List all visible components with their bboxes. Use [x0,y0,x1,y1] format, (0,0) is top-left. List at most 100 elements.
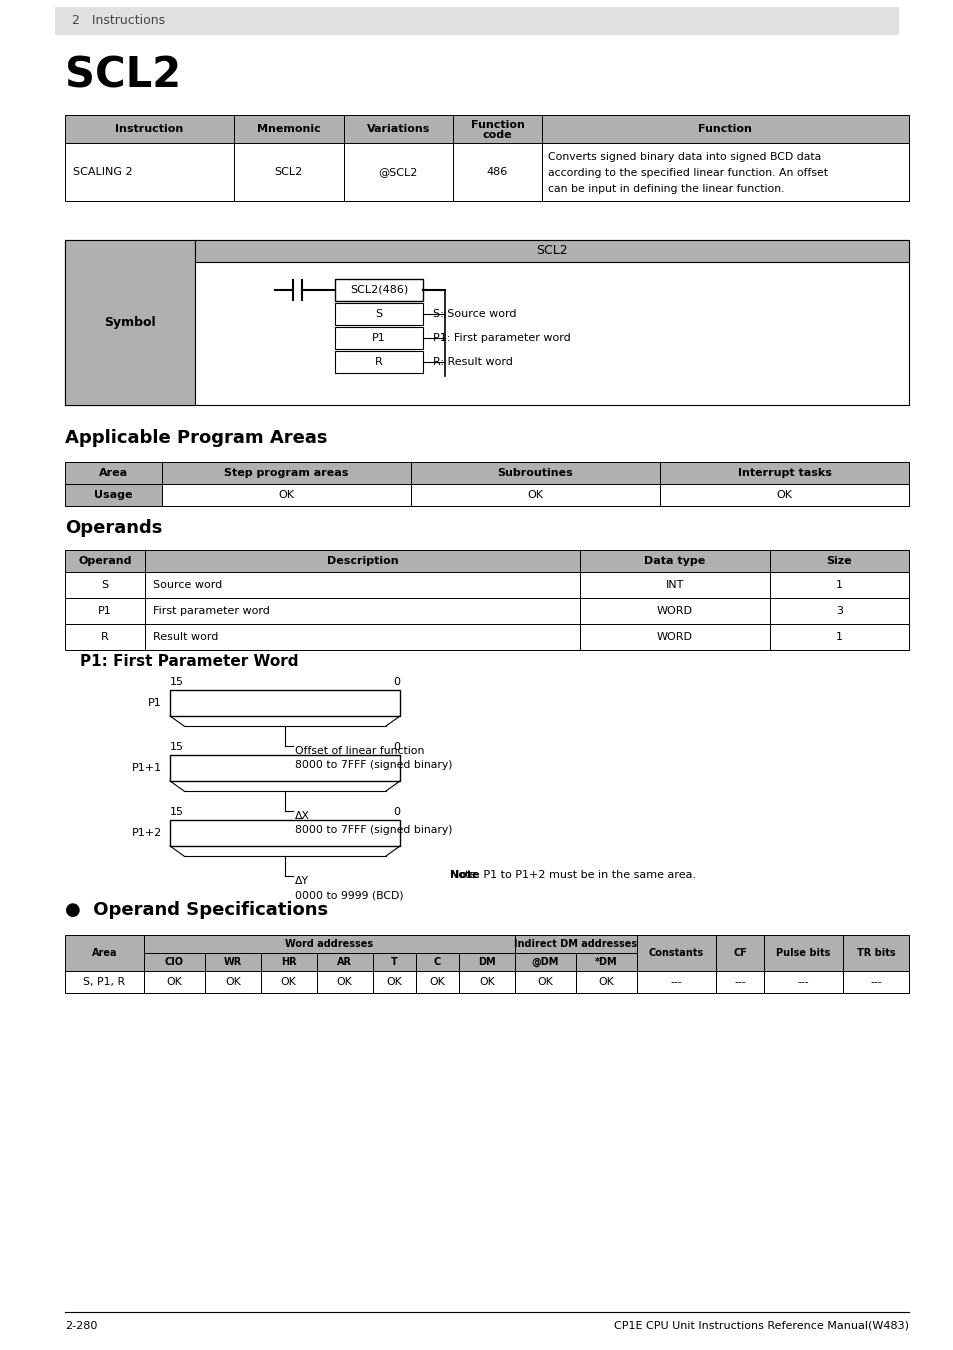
FancyBboxPatch shape [65,462,162,485]
FancyBboxPatch shape [144,971,205,994]
FancyBboxPatch shape [416,971,458,994]
Text: R: Result word: R: Result word [433,356,513,367]
Text: Mnemonic: Mnemonic [256,124,320,134]
Text: @SCL2: @SCL2 [378,167,417,177]
Text: Constants: Constants [648,948,703,958]
Text: P1: P1 [372,333,385,343]
Text: Subroutines: Subroutines [497,468,573,478]
FancyBboxPatch shape [842,971,908,994]
Text: C: C [434,957,440,967]
FancyBboxPatch shape [65,115,233,143]
Text: 15: 15 [170,743,184,752]
Text: Indirect DM addresses: Indirect DM addresses [514,940,637,949]
FancyBboxPatch shape [515,971,576,994]
FancyBboxPatch shape [144,953,205,971]
FancyBboxPatch shape [411,462,659,485]
Text: Result word: Result word [153,632,218,643]
Text: Size: Size [825,556,851,566]
Text: P1: P1 [98,606,112,616]
Text: can be input in defining the linear function.: can be input in defining the linear func… [547,184,783,194]
FancyBboxPatch shape [316,971,373,994]
FancyBboxPatch shape [65,143,233,201]
Text: P1: P1 [148,698,162,707]
FancyBboxPatch shape [416,953,458,971]
FancyBboxPatch shape [637,971,715,994]
Text: Data type: Data type [643,556,704,566]
FancyBboxPatch shape [145,572,579,598]
Text: SCL2: SCL2 [274,167,302,177]
Text: First parameter word: First parameter word [153,606,270,616]
Text: 0: 0 [393,743,399,752]
FancyBboxPatch shape [343,143,453,201]
FancyBboxPatch shape [145,598,579,624]
FancyBboxPatch shape [170,819,399,846]
Text: Function: Function [698,124,752,134]
FancyBboxPatch shape [205,953,260,971]
Text: DM: DM [477,957,496,967]
FancyBboxPatch shape [515,936,637,953]
Text: WORD: WORD [656,632,692,643]
Text: OK: OK [776,490,792,500]
Text: 8000 to 7FFF (signed binary): 8000 to 7FFF (signed binary) [294,825,452,836]
Text: Description: Description [326,556,398,566]
Text: 3: 3 [835,606,842,616]
Text: Instruction: Instruction [115,124,183,134]
Text: T: T [391,957,397,967]
Text: SCL2: SCL2 [536,244,567,258]
Text: WR: WR [223,957,242,967]
Text: Symbol: Symbol [104,316,155,329]
Text: 0: 0 [393,676,399,687]
FancyBboxPatch shape [769,624,908,649]
Text: ΔX: ΔX [294,811,310,821]
FancyBboxPatch shape [233,115,343,143]
Text: 1: 1 [835,632,842,643]
Text: Word addresses: Word addresses [285,940,373,949]
Text: S, P1, R: S, P1, R [83,977,126,987]
Text: SCALING 2: SCALING 2 [73,167,132,177]
Text: 15: 15 [170,676,184,687]
Text: Converts signed binary data into signed BCD data: Converts signed binary data into signed … [547,153,821,162]
Text: P1+1: P1+1 [132,763,162,774]
FancyBboxPatch shape [65,572,145,598]
Text: 2-280: 2-280 [65,1322,97,1331]
FancyBboxPatch shape [65,549,145,572]
FancyBboxPatch shape [373,953,416,971]
Text: Offset of linear function: Offset of linear function [294,747,424,756]
Text: S: Source word: S: Source word [433,309,516,319]
Text: code: code [482,130,512,139]
FancyBboxPatch shape [763,936,842,971]
Text: Operand: Operand [78,556,132,566]
FancyBboxPatch shape [55,7,898,35]
Text: 1: 1 [835,580,842,590]
Text: Area: Area [91,948,117,958]
FancyBboxPatch shape [65,971,144,994]
Text: Pulse bits: Pulse bits [776,948,830,958]
Text: ---: --- [670,977,681,987]
FancyBboxPatch shape [769,572,908,598]
FancyBboxPatch shape [715,971,763,994]
Text: Function: Function [470,120,524,130]
Text: SCL2: SCL2 [65,54,181,96]
Text: INT: INT [665,580,683,590]
Text: ---: --- [797,977,808,987]
Text: *DM: *DM [595,957,618,967]
FancyBboxPatch shape [458,953,515,971]
FancyBboxPatch shape [65,240,194,405]
FancyBboxPatch shape [170,690,399,716]
FancyBboxPatch shape [453,115,541,143]
Text: ---: --- [869,977,881,987]
Text: CIO: CIO [165,957,184,967]
FancyBboxPatch shape [579,549,769,572]
Text: OK: OK [527,490,543,500]
FancyBboxPatch shape [373,971,416,994]
FancyBboxPatch shape [579,624,769,649]
Text: Usage: Usage [94,490,132,500]
FancyBboxPatch shape [162,462,411,485]
Text: Note  P1 to P1+2 must be in the same area.: Note P1 to P1+2 must be in the same area… [450,869,696,880]
FancyBboxPatch shape [205,971,260,994]
Text: S: S [101,580,109,590]
FancyBboxPatch shape [458,971,515,994]
FancyBboxPatch shape [335,302,422,325]
FancyBboxPatch shape [144,936,515,953]
Text: AR: AR [336,957,352,967]
